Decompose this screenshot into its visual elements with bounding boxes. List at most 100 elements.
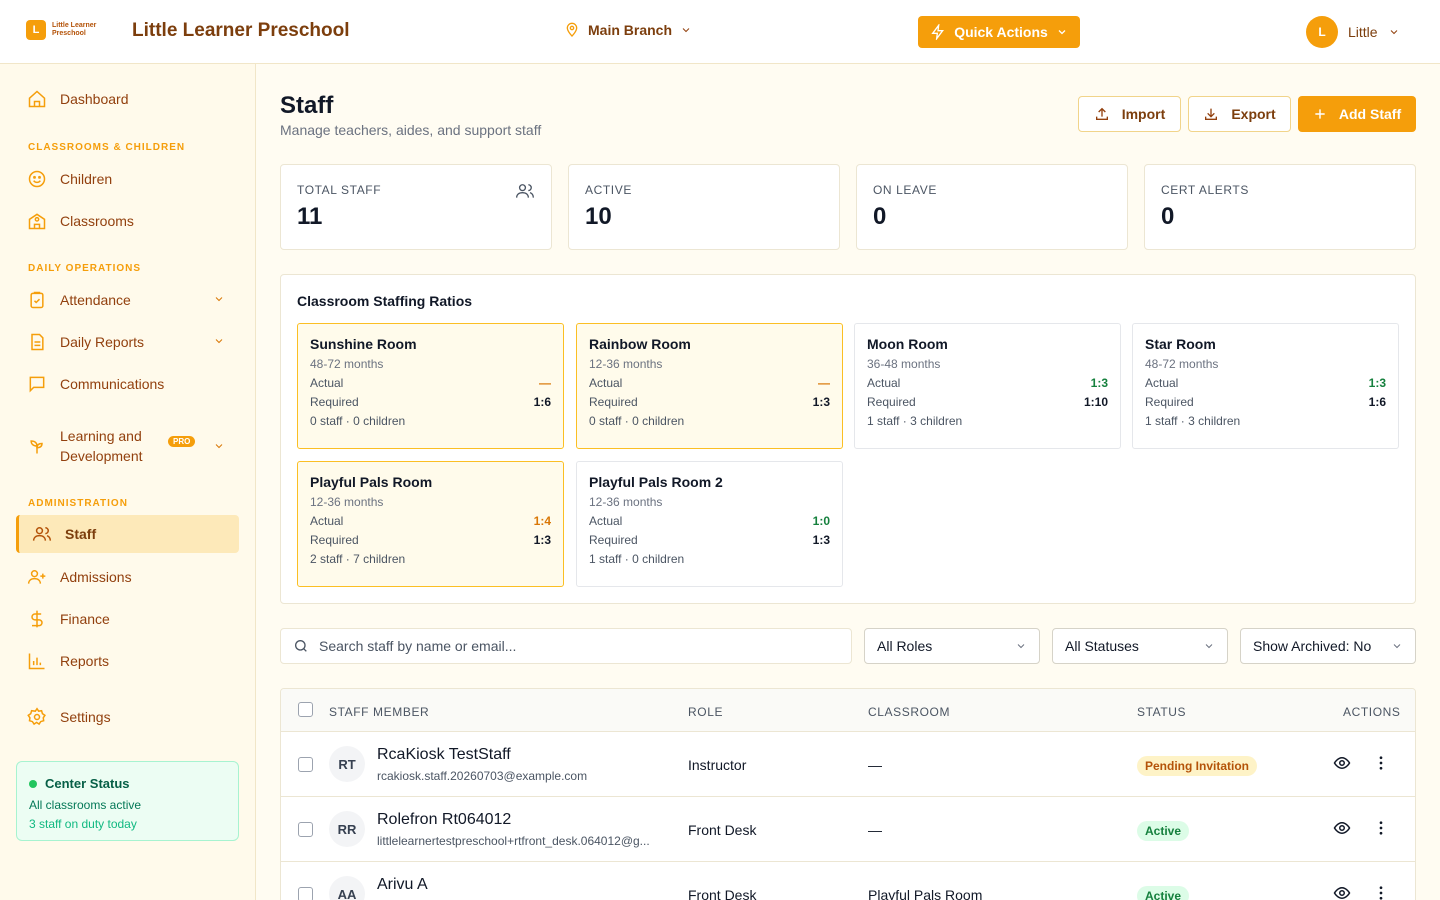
room-card-playful-pals[interactable]: Playful Pals Room 12-36 months Actual 1:4… [297,461,564,587]
more-vertical-icon[interactable] [1372,884,1390,900]
staff-email: rcakiosk.staff.20260703@example.com [377,769,588,783]
sidebar-item-attendance[interactable]: Attendance [16,281,239,319]
room-age: 12-36 months [589,495,663,509]
user-menu[interactable]: L Little [1306,16,1400,48]
column-header[interactable]: CLASSROOM [868,705,951,719]
avatar: L [1306,16,1338,48]
document-icon [27,332,47,352]
sidebar-item-children[interactable]: Children [16,160,239,198]
staff-name[interactable]: RcaKiosk TestStaff [377,746,511,763]
logo[interactable]: L Little Learner Preschool [26,20,112,40]
status-filter-select[interactable]: All Statuses [1052,628,1228,664]
status-badge: Active [1137,886,1190,900]
download-icon [1205,108,1218,120]
stat-label: ON LEAVE [873,183,937,197]
upload-icon [1095,107,1108,120]
export-button[interactable]: Export [1188,96,1291,132]
room-age: 12-36 months [310,495,384,509]
room-summary: 2 staff · 7 children [310,552,406,566]
dollar-icon [27,609,47,629]
gear-icon [27,707,47,727]
stat-value: 11 [297,203,323,230]
actual-label: Actual [310,514,344,528]
import-label: Import [1121,106,1166,122]
sidebar-item-label: Daily Reports [60,334,145,350]
column-header[interactable]: STAFF MEMBER [329,705,430,719]
room-age: 48-72 months [1145,357,1219,371]
sidebar-item-label: Staff [65,526,97,542]
center-status-staff-line: 3 staff on duty today [29,817,137,831]
table-row[interactable]: AA Arivu A Front Desk Playful Pals Room … [281,862,1415,900]
room-card-rainbow[interactable]: Rainbow Room 12-36 months Actual — Requir… [576,323,843,449]
room-card-star[interactable]: Star Room 48-72 months Actual 1:3 Require… [1132,323,1399,449]
room-card-playful-pals-2[interactable]: Playful Pals Room 2 12-36 months Actual 1… [576,461,843,587]
eye-icon[interactable] [1333,754,1351,772]
sidebar-item-learning[interactable]: Learning and Development PRO [16,422,239,470]
sidebar-item-reports[interactable]: Reports [16,642,239,680]
branch-selector[interactable]: Main Branch [564,22,692,38]
app-title: Little Learner Preschool [132,20,350,41]
row-checkbox[interactable] [298,887,313,900]
more-vertical-icon[interactable] [1372,819,1390,837]
sidebar-item-communications[interactable]: Communications [16,365,239,403]
required-label: Required [867,395,916,409]
avatar: AA [329,876,365,900]
section-label-daily: DAILY OPERATIONS [28,263,142,274]
column-header[interactable]: ROLE [688,705,724,719]
select-all-checkbox[interactable] [298,702,313,717]
panel-title: Classroom Staffing Ratios [297,293,473,309]
stat-label: ACTIVE [585,183,632,197]
page-title: Staff [280,92,334,119]
import-button[interactable]: Import [1078,96,1181,132]
sidebar-item-label: Attendance [60,292,131,308]
user-plus-icon [27,567,47,587]
export-label: Export [1231,106,1276,122]
chevron-down-icon [1390,30,1397,35]
required-ratio: 1:10 [1083,395,1108,409]
room-summary: 0 staff · 0 children [310,414,406,428]
sidebar-item-staff[interactable]: Staff [16,515,239,553]
sidebar-item-daily-reports[interactable]: Daily Reports [16,323,239,361]
chevron-down-icon [1205,644,1213,649]
staff-name[interactable]: Rolefron Rt064012 [377,811,512,828]
select-value: All Statuses [1065,638,1139,654]
sidebar-item-label: Learning and Development [60,428,143,464]
more-vertical-icon[interactable] [1372,754,1390,772]
archived-filter-select[interactable]: Show Archived: No [1240,628,1416,664]
sidebar-item-label: Settings [60,709,111,725]
search-input[interactable] [319,638,819,654]
branch-label: Main Branch [588,22,673,38]
stat-card-total-staff: TOTAL STAFF 11 [280,164,552,250]
row-checkbox[interactable] [298,757,313,772]
role-filter-select[interactable]: All Roles [864,628,1040,664]
room-card-sunshine[interactable]: Sunshine Room 48-72 months Actual — Requi… [297,323,564,449]
sidebar-item-classrooms[interactable]: Classrooms [16,202,239,240]
avatar: RR [329,811,365,847]
staff-name[interactable]: Arivu A [377,876,428,893]
eye-icon[interactable] [1333,819,1351,837]
stat-card-active: ACTIVE 10 [568,164,840,250]
user-name: Little [1348,24,1378,40]
sidebar-item-dashboard[interactable]: Dashboard [16,80,239,118]
center-status-line: All classrooms active [29,798,142,812]
add-staff-button[interactable]: Add Staff [1298,96,1416,132]
row-checkbox[interactable] [298,822,313,837]
plus-icon [1315,109,1325,119]
sidebar-item-finance[interactable]: Finance [16,600,239,638]
eye-icon[interactable] [1333,884,1351,900]
required-label: Required [310,395,359,409]
sidebar-item-admissions[interactable]: Admissions [16,558,239,596]
sidebar: Dashboard CLASSROOMS & CHILDREN Children… [0,64,256,900]
quick-actions-button[interactable]: Quick Actions [918,16,1080,48]
room-card-moon[interactable]: Moon Room 36-48 months Actual 1:3 Require… [854,323,1121,449]
table-row[interactable]: RT RcaKiosk TestStaff rcakiosk.staff.202… [281,732,1415,797]
sprout-icon [27,436,47,456]
staff-classroom: — [868,757,882,773]
center-status-title: Center Status [45,776,130,791]
chevron-down-icon [215,339,223,344]
column-header[interactable]: STATUS [1137,705,1187,719]
stat-card-on-leave: ON LEAVE 0 [856,164,1128,250]
table-row[interactable]: RR Rolefron Rt064012 littlelearnertestpr… [281,797,1415,862]
avatar: RT [329,746,365,782]
sidebar-item-settings[interactable]: Settings [16,698,239,736]
